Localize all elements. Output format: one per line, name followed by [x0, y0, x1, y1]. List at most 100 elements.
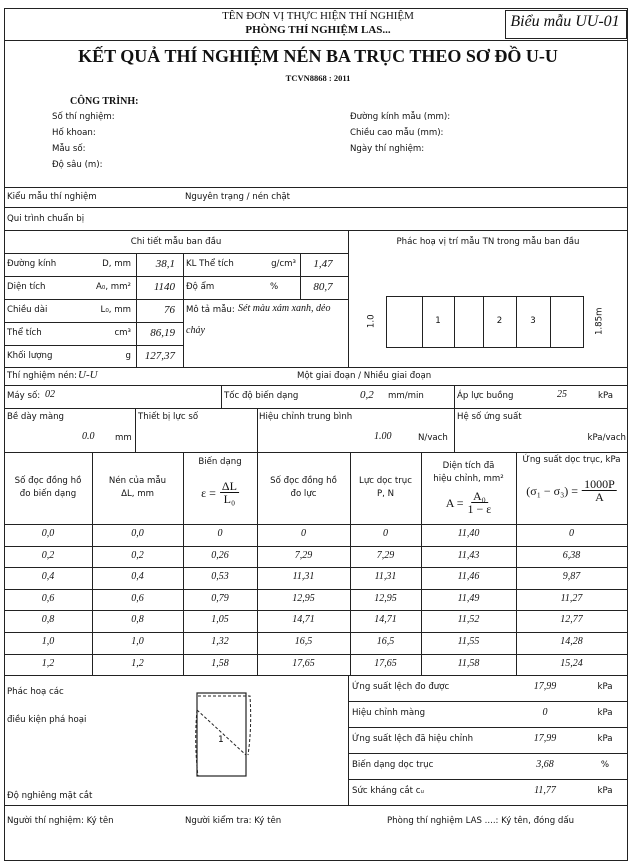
table-cell: 11,31: [374, 571, 397, 582]
avg-correction-value: 1.00: [374, 431, 392, 442]
moisture-label: Độ ẩm: [186, 282, 215, 292]
table-header-label: P, N: [376, 489, 395, 499]
membrane-label: Bề dày màng: [7, 412, 64, 422]
description-value-cont: chảy: [186, 325, 205, 336]
divider: [4, 408, 627, 409]
table-cell: 1,32: [211, 636, 229, 647]
formula-lhs: A =: [445, 495, 464, 510]
sketch-heading: Phác hoạ vị trí mẫu TN trong mẫu ban đầu: [396, 237, 580, 247]
stress-coeff-unit: kPa/vach: [587, 433, 626, 443]
form-code-box: [505, 10, 627, 39]
description-label: Mô tả mẫu:: [186, 305, 235, 315]
table-cell: 0,4: [131, 571, 144, 582]
moisture-unit: %: [270, 282, 279, 292]
initial-row-label: Diện tích: [7, 282, 46, 292]
membrane-value: 0.0: [82, 431, 95, 442]
table-cell: 7,29: [376, 550, 395, 561]
table-header-label: ΔL, mm: [121, 489, 154, 499]
table-header-label: Số đọc đồng hồ: [14, 476, 82, 486]
membrane-unit: mm: [115, 433, 132, 443]
failure-plane: [196, 709, 247, 756]
initial-row-label: Chiều dài: [7, 305, 48, 315]
divider: [4, 207, 627, 208]
avg-correction-label: Hiệu chỉnh trung bình: [259, 412, 353, 422]
failure-sample-outline: [196, 692, 247, 777]
unit-name: TÊN ĐƠN VỊ THỰC HIỆN THÍ NGHIỆM: [222, 10, 414, 22]
initial-row-label: Khối lượng: [7, 351, 53, 361]
density-unit: g/cm³: [271, 259, 296, 269]
divider: [221, 385, 222, 408]
table-divider: [4, 524, 627, 525]
table-cell: 11,55: [457, 636, 480, 647]
divider: [348, 675, 349, 805]
table-cell: 0,8: [131, 614, 144, 625]
sketch-cell-label: 3: [530, 316, 536, 326]
result-unit: kPa: [597, 786, 613, 796]
result-label: Ứng suất lệch đo được: [352, 682, 450, 692]
field-borehole: Hố khoan:: [52, 128, 96, 138]
form-border: [4, 8, 628, 861]
result-label: Sức kháng cắt cᵤ: [352, 786, 424, 796]
divider: [4, 40, 627, 41]
divider: [4, 299, 348, 300]
table-cell: 1,05: [211, 614, 229, 625]
page-title: KẾT QUẢ THÍ NGHIỆM NÉN BA TRỤC THEO SƠ Đ…: [78, 46, 558, 66]
initial-row-value: 127,37: [144, 350, 175, 362]
table-divider: [257, 452, 258, 675]
field-test-number: Số thí nghiệm:: [52, 112, 115, 122]
sketch-divider: [483, 296, 484, 347]
failure-label-cont: điều kiện phá hoại: [7, 715, 87, 725]
result-unit: kPa: [597, 734, 613, 744]
divider: [348, 230, 349, 367]
divider: [136, 253, 137, 367]
table-header-formula: ε = ΔL L₀: [201, 480, 239, 505]
divider: [4, 322, 183, 323]
table-cell: 15,24: [560, 658, 583, 669]
result-unit: kPa: [597, 682, 613, 692]
table-cell: 1,0: [41, 636, 55, 647]
initial-row-unit: A₀, mm²: [96, 282, 131, 292]
table-header-label: đo lực: [290, 489, 317, 499]
table-divider: [4, 589, 627, 590]
divider: [4, 345, 183, 346]
sketch-sample-strip: [386, 296, 584, 348]
initial-row-value: 38,1: [155, 258, 175, 270]
table-header-label: đo biến dạng: [19, 489, 77, 499]
formula-denominator: 1 − ε: [467, 502, 492, 516]
table-cell: 11,43: [457, 550, 480, 561]
table-cell: 11,52: [457, 614, 480, 625]
initial-row-label: Thể tích: [7, 328, 42, 338]
lab-name: PHÒNG THÍ NGHIỆM LAS...: [245, 24, 391, 36]
table-header-label: Biến dạng: [198, 457, 242, 467]
formula-fraction: A₀ 1 − ε: [467, 490, 491, 515]
description-value: Sét màu xám xanh, dẻo: [238, 303, 331, 314]
divider: [348, 727, 627, 728]
divider: [4, 187, 627, 188]
table-cell: 0,8: [41, 614, 55, 625]
table-cell: 1,0: [131, 636, 144, 647]
table-cell: 14,28: [560, 636, 583, 647]
table-cell: 0,0: [41, 528, 55, 539]
table-divider: [4, 632, 627, 633]
field-depth: Độ sâu (m):: [52, 160, 103, 170]
divider: [4, 276, 348, 277]
initial-row-label: Đường kính: [7, 259, 57, 269]
stress-coeff-label: Hệ số ứng suất: [457, 412, 522, 422]
table-header-formula: A = A₀ 1 − ε: [446, 490, 492, 515]
divider: [183, 253, 184, 367]
table-cell: 9,87: [562, 571, 581, 582]
table-cell: 14,71: [374, 614, 397, 625]
table-cell: 0: [217, 528, 223, 539]
table-cell: 11,46: [457, 571, 480, 582]
formula-lhs: (σ₁ − σ₃) =: [526, 483, 579, 498]
table-cell: 12,95: [292, 593, 315, 604]
table-cell: 11,58: [457, 658, 480, 669]
initial-heading: Chi tiết mẫu ban đầu: [130, 237, 222, 247]
table-cell: 0,2: [41, 550, 55, 561]
result-unit: %: [600, 760, 610, 770]
table-header-label: Nén của mẫu: [108, 476, 167, 486]
sketch-divider: [422, 296, 423, 347]
initial-row-value: 1140: [153, 281, 175, 293]
cell-pressure-unit: kPa: [598, 391, 614, 401]
divider: [300, 253, 301, 299]
